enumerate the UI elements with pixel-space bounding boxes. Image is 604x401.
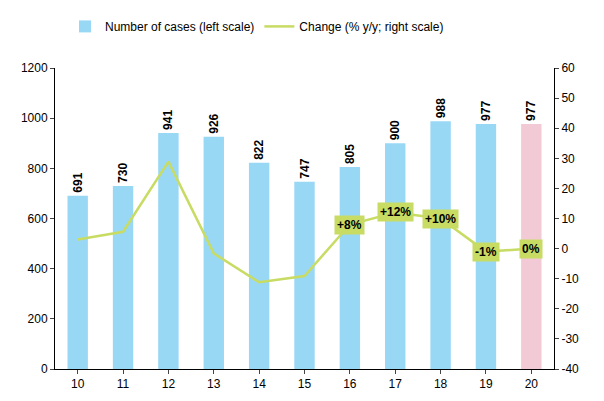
svg-text:30: 30: [561, 152, 575, 166]
svg-text:926: 926: [207, 113, 221, 133]
svg-text:60: 60: [561, 61, 575, 75]
svg-text:+10%: +10%: [425, 212, 456, 226]
svg-text:Number of cases (left scale): Number of cases (left scale): [105, 20, 254, 34]
svg-text:822: 822: [252, 139, 266, 159]
svg-text:0%: 0%: [522, 242, 540, 256]
svg-text:747: 747: [298, 158, 312, 178]
svg-text:20: 20: [561, 182, 575, 196]
svg-text:16: 16: [343, 377, 357, 391]
svg-text:20: 20: [525, 377, 539, 391]
svg-text:17: 17: [389, 377, 403, 391]
svg-text:941: 941: [161, 110, 175, 130]
svg-text:40: 40: [561, 121, 575, 135]
svg-text:10: 10: [561, 212, 575, 226]
svg-text:+8%: +8%: [337, 218, 362, 232]
svg-text:19: 19: [479, 377, 493, 391]
svg-text:+12%: +12%: [380, 205, 411, 219]
svg-text:0: 0: [561, 242, 568, 256]
svg-text:1000: 1000: [21, 111, 48, 125]
svg-text:400: 400: [28, 262, 48, 276]
svg-text:977: 977: [524, 101, 538, 121]
svg-text:600: 600: [28, 212, 48, 226]
svg-text:-10: -10: [561, 272, 579, 286]
svg-text:1200: 1200: [21, 61, 48, 75]
svg-text:-40: -40: [561, 362, 579, 376]
svg-text:18: 18: [434, 377, 448, 391]
svg-text:50: 50: [561, 91, 575, 105]
svg-text:12: 12: [162, 377, 176, 391]
svg-text:691: 691: [71, 172, 85, 192]
svg-text:730: 730: [116, 163, 130, 183]
svg-text:-20: -20: [561, 302, 579, 316]
svg-text:0: 0: [41, 362, 48, 376]
svg-text:988: 988: [434, 98, 448, 118]
svg-text:800: 800: [28, 162, 48, 176]
svg-text:-30: -30: [561, 332, 579, 346]
svg-text:13: 13: [207, 377, 221, 391]
svg-text:Change (% y/y; right scale): Change (% y/y; right scale): [299, 20, 443, 34]
svg-text:805: 805: [343, 144, 357, 164]
svg-text:10: 10: [71, 377, 85, 391]
svg-text:200: 200: [28, 312, 48, 326]
svg-text:-1%: -1%: [475, 245, 497, 259]
svg-text:900: 900: [388, 120, 402, 140]
svg-text:15: 15: [298, 377, 312, 391]
svg-text:14: 14: [252, 377, 266, 391]
svg-text:977: 977: [479, 101, 493, 121]
svg-text:11: 11: [117, 377, 130, 391]
